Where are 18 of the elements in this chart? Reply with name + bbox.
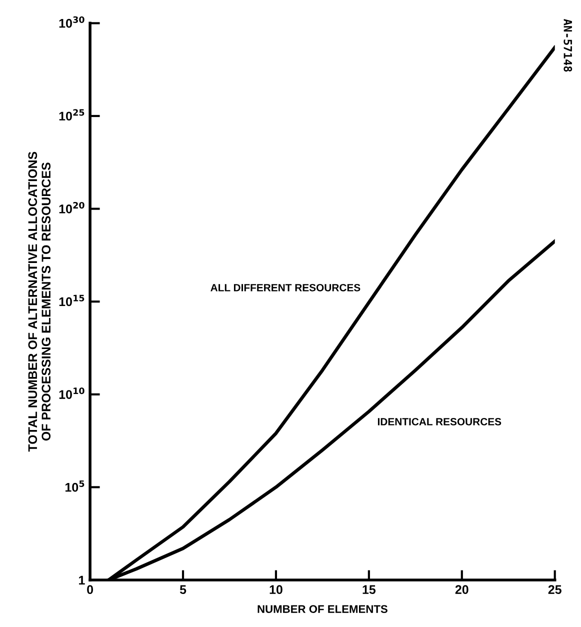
series-label: ALL DIFFERENT RESOURCES xyxy=(210,284,360,292)
y-tick-label: 10$^{10}$ xyxy=(59,388,84,399)
y-tick-label: 10$^{30}$ xyxy=(59,16,84,28)
y-tick-label: 1 xyxy=(79,576,85,585)
x-tick-label: 20 xyxy=(455,585,468,594)
y-tick-label: 10$^{15}$ xyxy=(59,294,84,306)
x-tick-label: 15 xyxy=(362,585,376,594)
x-tick-label: 10 xyxy=(270,585,282,594)
x-tick-label: 25 xyxy=(548,585,562,594)
x-axis-title: NUMBER OF ELEMENTS xyxy=(258,605,388,613)
text: AN-57148 xyxy=(564,18,572,72)
x-tick-label: 0 xyxy=(87,585,94,594)
y-tick-label: 10$^{5}$ xyxy=(65,480,84,492)
series-label: IDENTICAL RESOURCES xyxy=(378,418,502,426)
y-axis-title: TOTAL NUMBER OF ALTERNATIVE ALLOCATIONS OF PROCESSING ELEMENTS TO RESOURCES xyxy=(28,152,51,452)
x-tick-label: 5 xyxy=(180,585,186,594)
y-tick-label: 10$^{20}$ xyxy=(59,202,84,214)
y-tick-label: 10$^{25}$ xyxy=(59,109,84,121)
